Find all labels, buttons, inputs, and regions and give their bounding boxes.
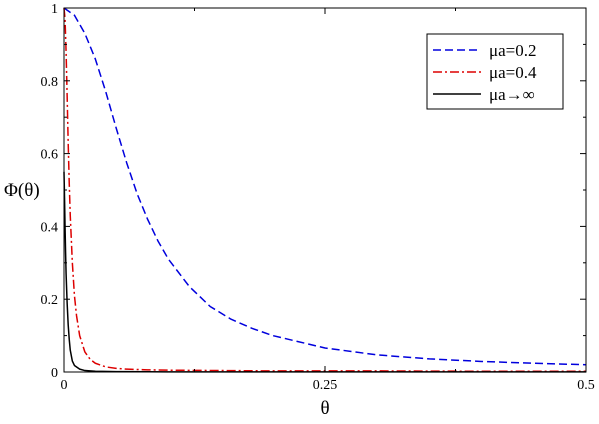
x-axis-label: θ xyxy=(320,398,329,419)
y-tick-label-4: 0.8 xyxy=(41,75,59,90)
ticks-layer: 0 0.25 0.5 0 0.2 0.4 0.6 0.8 1 xyxy=(41,2,595,393)
y-axis-label: Φ(θ) xyxy=(4,180,40,201)
legend: μa=0.2 μa=0.4 μa→∞ xyxy=(426,33,564,110)
series-line-1 xyxy=(63,7,586,373)
x-tick-label-2: 0.5 xyxy=(577,378,595,393)
y-tick-label-5: 1 xyxy=(51,2,58,17)
legend-label-2: μa→∞ xyxy=(489,85,535,104)
y-tick-label-3: 0.6 xyxy=(41,148,59,163)
y-tick-label-2: 0.4 xyxy=(41,220,59,235)
x-tick-label-1: 0.25 xyxy=(313,378,338,393)
series-line-2 xyxy=(63,171,586,373)
y-tick-label-0: 0 xyxy=(51,366,58,381)
legend-box xyxy=(426,33,564,110)
y-tick-label-1: 0.2 xyxy=(41,293,59,308)
legend-items: μa=0.2 μa=0.4 μa→∞ xyxy=(433,41,537,104)
legend-label-1: μa=0.4 xyxy=(489,63,537,82)
x-tick-label-0: 0 xyxy=(61,378,68,393)
series-line-0 xyxy=(63,7,587,366)
legend-label-0: μa=0.2 xyxy=(489,41,537,60)
